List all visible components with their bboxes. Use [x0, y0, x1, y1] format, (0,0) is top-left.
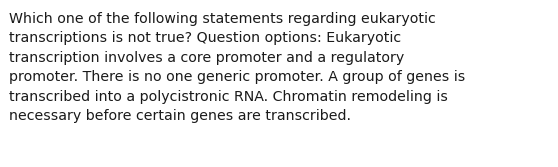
Text: transcribed into a polycistronic RNA. Chromatin remodeling is: transcribed into a polycistronic RNA. Ch…: [9, 90, 448, 104]
Text: transcriptions is not true? Question options: Eukaryotic: transcriptions is not true? Question opt…: [9, 31, 401, 45]
Text: necessary before certain genes are transcribed.: necessary before certain genes are trans…: [9, 109, 351, 123]
Text: promoter. There is no one generic promoter. A group of genes is: promoter. There is no one generic promot…: [9, 70, 465, 84]
Text: Which one of the following statements regarding eukaryotic: Which one of the following statements re…: [9, 12, 436, 26]
Text: transcription involves a core promoter and a regulatory: transcription involves a core promoter a…: [9, 51, 404, 65]
